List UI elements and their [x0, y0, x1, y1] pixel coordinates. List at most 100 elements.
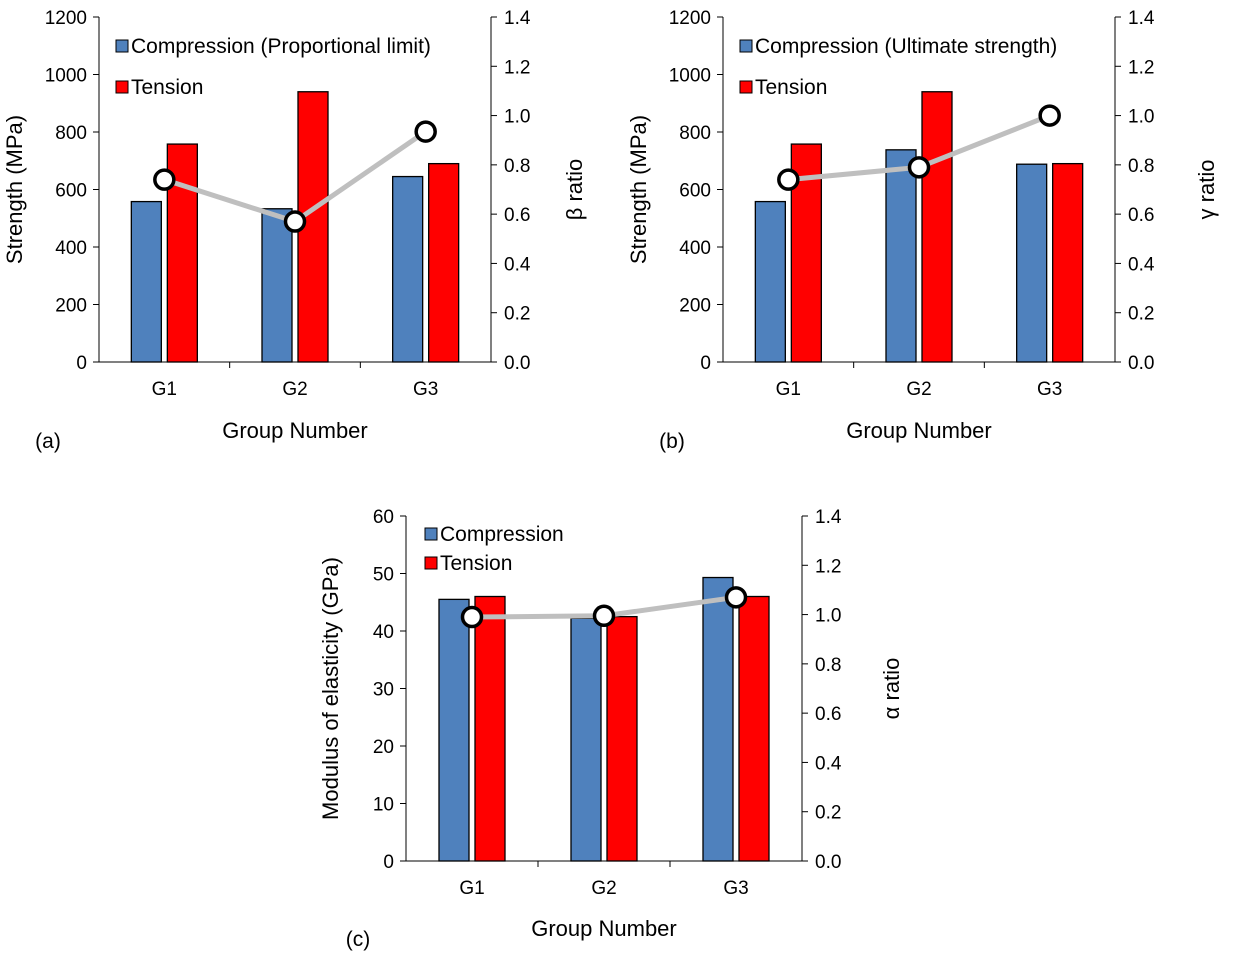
y-tick-label: 800 — [55, 123, 87, 144]
y-axis-title: Strength (MPa) — [626, 115, 651, 264]
y-tick-label: 200 — [679, 296, 711, 317]
x-tick-label: G1 — [152, 379, 177, 400]
ratio-marker-g1 — [460, 605, 484, 629]
compression-bar-g1 — [754, 200, 786, 363]
legend-label: Compression — [440, 523, 564, 546]
ratio-marker-g3 — [414, 120, 437, 143]
y2-tick-label: 0.6 — [815, 704, 841, 725]
compression-bar-g3 — [1016, 163, 1048, 363]
x-axis-title: Group Number — [222, 418, 368, 443]
compression-bar-g3 — [392, 175, 424, 363]
y-tick-label: 30 — [373, 680, 394, 701]
tension-bar-g3 — [1052, 162, 1084, 363]
y-tick-label: 0 — [76, 353, 87, 374]
x-tick-label: G2 — [282, 379, 307, 400]
y-tick-label: 0 — [383, 852, 394, 873]
ratio-marker-g3 — [724, 586, 748, 609]
x-tick-label: G1 — [459, 878, 484, 899]
y-tick-label: 60 — [373, 507, 394, 528]
compression-bar-g2 — [885, 149, 917, 363]
y-tick-label: 400 — [55, 238, 87, 259]
y2-tick-label: 1.0 — [504, 107, 530, 128]
compression-bar-g2 — [570, 617, 602, 862]
tension-bar-g2 — [606, 615, 638, 862]
y2-axis-title: β ratio — [562, 159, 587, 221]
compression-bar-g2 — [261, 208, 293, 363]
ratio-marker-g3 — [1038, 104, 1061, 127]
y2-tick-label: 1.0 — [815, 606, 841, 627]
y2-axis-title: γ ratio — [1194, 160, 1219, 220]
y2-tick-label: 0.6 — [504, 205, 530, 226]
y2-tick-label: 0.4 — [815, 753, 842, 774]
y-tick-label: 600 — [55, 181, 87, 202]
y-tick-label: 1000 — [45, 66, 87, 87]
tension-bar-g3 — [738, 595, 770, 862]
y2-tick-label: 0.8 — [815, 655, 841, 676]
legend-swatch — [115, 80, 129, 94]
y-tick-label: 20 — [373, 737, 394, 758]
legend-label: Compression (Ultimate strength) — [755, 35, 1057, 58]
chart-panel-a: 0 200 400 600 800 1000 1200 0.0 0.2 0.4 0.6 0.8 1.0 1… — [2, 8, 587, 453]
ratio-marker-g1 — [777, 168, 800, 191]
legend-swatch — [115, 39, 129, 53]
y2-tick-label: 1.4 — [504, 8, 531, 29]
chart-panel-b: 0 200 400 600 800 1000 1200 0.0 0.2 0.4 0.6 0.8 1.0 1… — [626, 8, 1219, 453]
legend-swatch — [739, 39, 753, 53]
y2-tick-label: 0.0 — [1128, 353, 1154, 374]
y2-tick-label: 0.4 — [1128, 254, 1155, 275]
compression-bar-g3 — [702, 576, 734, 862]
y2-tick-label: 1.2 — [815, 556, 841, 577]
panel-label: (b) — [659, 430, 685, 453]
legend-swatch — [424, 556, 438, 570]
y-tick-label: 40 — [373, 622, 394, 643]
y2-tick-label: 0.8 — [1128, 156, 1154, 177]
tension-bar-g1 — [474, 595, 506, 862]
y2-tick-label: 0.2 — [1128, 304, 1154, 325]
y-tick-label: 10 — [373, 795, 394, 816]
y2-tick-label: 0.0 — [504, 353, 530, 374]
legend-swatch — [424, 527, 438, 541]
y2-tick-label: 0.6 — [1128, 205, 1154, 226]
y2-tick-label: 0.2 — [504, 304, 530, 325]
y2-tick-label: 0.2 — [815, 803, 841, 824]
y2-tick-label: 1.0 — [1128, 107, 1154, 128]
y2-axis-title: α ratio — [879, 658, 904, 720]
y-tick-label: 1200 — [45, 8, 87, 29]
compression-bar-g1 — [438, 598, 470, 862]
ratio-marker-g2 — [907, 156, 931, 179]
legend-label: Compression (Proportional limit) — [131, 35, 431, 58]
chart-panel-c: 0 10 20 30 40 50 60 0.0 0.2 0.4 0.6 0.8 1.0 1.2 1.4 G1 G… — [318, 507, 904, 951]
x-tick-label: G1 — [776, 379, 801, 400]
legend-label: Tension — [755, 76, 827, 99]
x-tick-label: G2 — [591, 878, 616, 899]
y-tick-label: 800 — [679, 123, 711, 144]
y2-tick-label: 1.2 — [504, 57, 530, 78]
legend-swatch — [739, 80, 753, 94]
x-tick-label: G3 — [1037, 379, 1062, 400]
y2-tick-label: 1.4 — [815, 507, 842, 528]
legend-label: Tension — [440, 552, 512, 575]
x-tick-label: G2 — [906, 379, 931, 400]
y-tick-label: 50 — [373, 565, 394, 586]
x-tick-label: G3 — [723, 878, 748, 899]
ratio-marker-g1 — [153, 168, 176, 191]
tension-bar-g2 — [921, 91, 953, 363]
y2-tick-label: 1.4 — [1128, 8, 1155, 29]
y-axis-title: Modulus of elasticity (GPa) — [318, 557, 343, 820]
panel-label: (a) — [35, 430, 61, 453]
x-axis-title: Group Number — [531, 916, 677, 941]
x-tick-label: G3 — [413, 379, 438, 400]
ratio-line — [163, 129, 428, 225]
y-axis-title: Strength (MPa) — [2, 115, 27, 264]
ratio-marker-g2 — [592, 604, 616, 628]
y2-tick-label: 0.0 — [815, 852, 841, 873]
x-axis-title: Group Number — [846, 418, 992, 443]
y2-tick-label: 0.4 — [504, 254, 531, 275]
panel-label: (c) — [346, 928, 371, 951]
tension-bar-g3 — [428, 162, 460, 363]
y2-tick-label: 0.8 — [504, 156, 530, 177]
y-tick-label: 0 — [700, 353, 711, 374]
y-tick-label: 400 — [679, 238, 711, 259]
ratio-marker-g2 — [283, 210, 307, 233]
